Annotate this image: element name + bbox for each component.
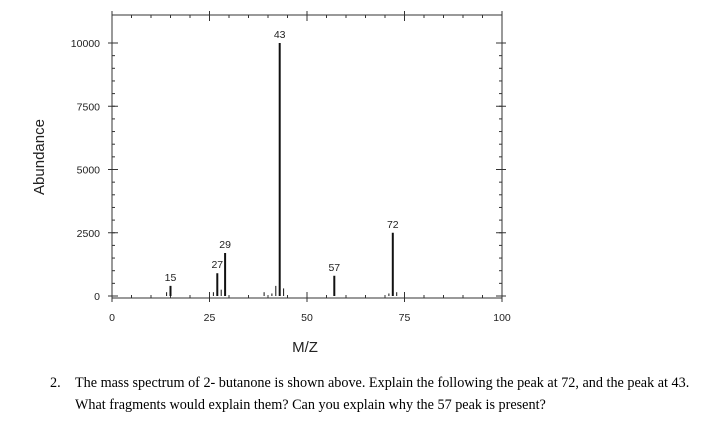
x-tick-label: 100 (493, 312, 511, 324)
peak-label: 15 (165, 272, 177, 284)
major-ticks (108, 11, 506, 302)
y-tick-label: 7500 (77, 101, 101, 113)
x-tick-label: 75 (399, 312, 411, 324)
peak-label: 29 (219, 239, 231, 251)
y-tick-labels: 0 2500 5000 7500 10000 (71, 38, 100, 303)
mass-spectrum-chart: 15 27 29 43 57 72 0 25 50 75 100 0 2500 5000 7500 100… (31, 11, 511, 356)
question-number: 2. (50, 375, 61, 391)
y-tick-label: 0 (94, 291, 100, 303)
x-tick-label: 25 (204, 312, 216, 324)
peak-label: 43 (274, 29, 286, 41)
y-tick-label: 2500 (77, 228, 101, 240)
y-axis-title: Abundance (31, 119, 48, 195)
peak-label: 72 (387, 219, 399, 231)
question-text: The mass spectrum of 2- butanone is show… (75, 375, 690, 413)
peak-label: 57 (328, 262, 340, 274)
x-tick-label: 0 (109, 312, 115, 324)
minor-ticks (111, 15, 503, 298)
peaks: 15 27 29 43 57 72 (165, 29, 399, 296)
y-tick-label: 10000 (71, 38, 100, 50)
plot-frame (111, 14, 503, 299)
y-tick-label: 5000 (77, 165, 101, 177)
peak-label: 27 (211, 259, 223, 271)
x-axis-title: M/Z (292, 339, 318, 356)
x-tick-labels: 0 25 50 75 100 (109, 312, 511, 324)
x-tick-label: 50 (301, 312, 313, 324)
question-block: 2. The mass spectrum of 2- butanone is s… (50, 372, 710, 416)
